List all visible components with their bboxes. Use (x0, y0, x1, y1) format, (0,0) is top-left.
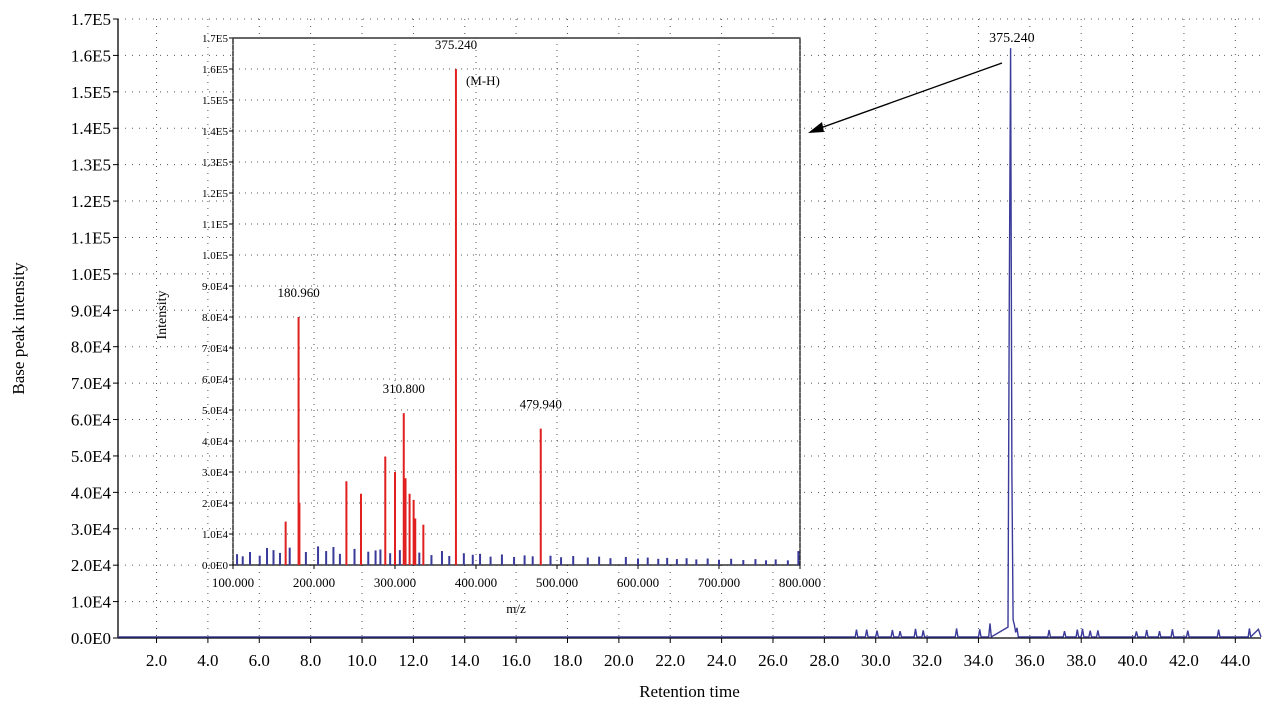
main-x-tick-label: 10.0 (347, 651, 377, 670)
main-grid (118, 18, 1261, 638)
inset-y-tick-label: 1.4E5 (202, 126, 228, 138)
inset-x-tick-label: 300.000 (374, 575, 416, 590)
inset-peak-label: 479.940 (520, 397, 562, 412)
inset-y-tick-label: 3.0E4 (202, 467, 228, 479)
main-x-tick-label: 4.0 (197, 651, 218, 670)
inset-x-tick-label: 200.000 (293, 575, 335, 590)
inset-x-tick-label: 600.000 (617, 575, 659, 590)
main-y-tick-label: 1.2E5 (71, 192, 111, 211)
inset-ion-label: (M-H) (466, 73, 500, 88)
main-x-tick-label: 40.0 (1118, 651, 1148, 670)
inset-spectrum: 0.0E0 1.0E4 2.0E4 3.0E4 4.0E4 5.0E4 6.0E4 7.0E4… (155, 33, 821, 616)
main-x-tick-label: 16.0 (501, 651, 531, 670)
main-y-tick-label: 1.1E5 (71, 228, 111, 247)
main-y-tick-label: 9.0E4 (71, 301, 112, 320)
main-x-tick-label: 32.0 (912, 651, 942, 670)
inset-x-tick-label: 400.000 (455, 575, 497, 590)
inset-x-tick-label: 700.000 (698, 575, 740, 590)
arrow-head (808, 122, 824, 133)
main-x-tick-label: 18.0 (553, 651, 583, 670)
inset-y-tick-label: 5.0E4 (202, 405, 228, 417)
main-y-tick-label: 6.0E4 (71, 411, 112, 430)
inset-x-tick-label: 800.000 (779, 575, 821, 590)
inset-y-tick-label: 7.0E4 (202, 343, 228, 355)
inset-peak-label: 310.800 (383, 381, 425, 396)
inset-peak-label: 180.960 (277, 285, 319, 300)
main-x-tick-label: 44.0 (1220, 651, 1250, 670)
inset-y-tick-label: 6.0E4 (202, 374, 228, 386)
main-y-ticks: 0.0E0 1.0E4 2.0E4 3.0E4 4.0E4 5.0E4 6.0E4 7.0E4… (71, 10, 118, 648)
inset-y-tick-label: 4.0E4 (202, 436, 228, 448)
inset-y-tick-label: 1.5E5 (202, 95, 228, 107)
main-x-tick-label: 12.0 (399, 651, 429, 670)
main-y-tick-label: 1.0E5 (71, 265, 111, 284)
main-y-tick-label: 0.0E0 (71, 629, 111, 648)
main-x-tick-label: 42.0 (1169, 651, 1199, 670)
inset-y-tick-label: 1.0E5 (202, 250, 228, 262)
main-y-axis-label: Base peak intensity (9, 262, 28, 395)
callout-arrow (808, 62, 1003, 133)
inset-y-tick-label: 1.7E5 (202, 33, 228, 45)
main-y-tick-label: 2.0E4 (71, 556, 112, 575)
main-y-tick-label: 1.4E5 (71, 119, 111, 138)
main-x-tick-label: 14.0 (450, 651, 480, 670)
inset-x-tick-label: 100.000 (212, 575, 254, 590)
inset-y-axis-label: Intensity (155, 291, 170, 340)
main-y-tick-label: 8.0E4 (71, 338, 112, 357)
main-x-tick-label: 8.0 (300, 651, 321, 670)
main-peak-label: 375.240 (989, 31, 1035, 46)
main-x-tick-label: 26.0 (758, 651, 788, 670)
inset-x-tick-label: 500.000 (536, 575, 578, 590)
main-y-tick-label: 1.5E5 (71, 83, 111, 102)
inset-y-tick-label: 0.0E0 (202, 560, 228, 572)
inset-frame (232, 37, 801, 566)
main-x-tick-label: 36.0 (1015, 651, 1045, 670)
inset-x-axis-label: m/z (506, 601, 526, 616)
inset-y-tick-label: 1.6E5 (202, 64, 228, 76)
main-y-tick-label: 3.0E4 (71, 520, 112, 539)
main-x-tick-label: 2.0 (146, 651, 167, 670)
main-chart: 0.0E0 1.0E4 2.0E4 3.0E4 4.0E4 5.0E4 6.0E4 7.0E4… (9, 10, 1262, 701)
main-x-tick-label: 30.0 (861, 651, 891, 670)
main-x-tick-label: 28.0 (809, 651, 839, 670)
main-series-line (118, 48, 1262, 639)
main-y-tick-label: 4.0E4 (71, 483, 112, 502)
inset-noise-series (236, 546, 800, 565)
main-x-tick-label: 34.0 (964, 651, 994, 670)
main-x-tick-label: 38.0 (1066, 651, 1096, 670)
main-x-tick-label: 6.0 (249, 651, 270, 670)
main-y-tick-label: 1.7E5 (71, 10, 111, 29)
inset-y-tick-label: 1.1E5 (202, 219, 228, 231)
main-x-axis-label: Retention time (639, 682, 740, 701)
inset-y-tick-label: 1.0E4 (202, 529, 228, 541)
main-x-tick-label: 24.0 (707, 651, 737, 670)
main-y-tick-label: 7.0E4 (71, 374, 112, 393)
main-y-tick-label: 1.6E5 (71, 46, 111, 65)
inset-peak-label: 375.240 (435, 37, 477, 52)
main-x-ticks: 2.0 4.0 6.0 8.0 10.0 12.0 14.0 16.0 18.0 20.0 22.0… (146, 638, 1250, 670)
inset-y-tick-label: 2.0E4 (202, 498, 228, 510)
inset-x-ticks: 100.000 200.000 300.000 400.000 500.000 600.0… (212, 565, 821, 590)
main-y-tick-label: 1.0E4 (71, 593, 112, 612)
main-y-tick-label: 5.0E4 (71, 447, 112, 466)
arrow-line (811, 62, 1003, 132)
main-y-tick-label: 1.3E5 (71, 156, 111, 175)
inset-y-tick-label: 8.0E4 (202, 312, 228, 324)
inset-y-tick-label: 1.3E5 (202, 157, 228, 169)
inset-y-tick-label: 1.2E5 (202, 188, 228, 200)
main-x-tick-label: 22.0 (655, 651, 685, 670)
inset-y-ticks: 0.0E0 1.0E4 2.0E4 3.0E4 4.0E4 5.0E4 6.0E4 7.0E4… (202, 33, 233, 572)
inset-y-tick-label: 9.0E4 (202, 281, 228, 293)
inset-fragment-series (284, 69, 542, 565)
main-x-tick-label: 20.0 (604, 651, 634, 670)
